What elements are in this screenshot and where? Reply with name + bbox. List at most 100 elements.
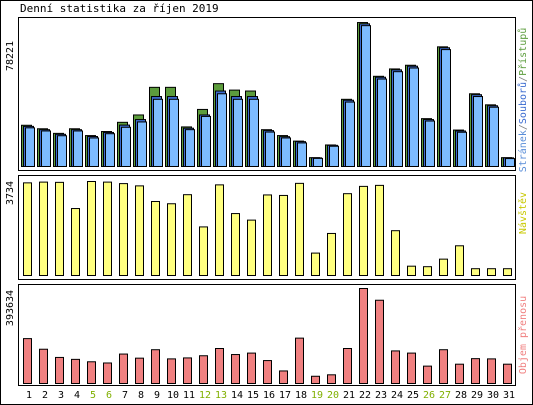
visits-bar-14 — [231, 213, 240, 277]
visits-bar-18 — [295, 182, 304, 276]
visits-bar-17 — [279, 194, 288, 276]
visits-bar-5 — [87, 181, 96, 276]
visits-bar-1 — [23, 182, 32, 277]
panel-frame-2 — [18, 175, 516, 280]
pages-bar — [25, 127, 35, 167]
pages-bar — [217, 93, 227, 167]
x-label-31: 31 — [503, 390, 515, 401]
visits-bar-23 — [375, 184, 384, 276]
visits-bar-30 — [487, 268, 496, 277]
pages-bar — [137, 121, 147, 167]
x-label-4: 4 — [74, 390, 80, 401]
access-day-4 — [69, 128, 83, 167]
access-day-5 — [85, 135, 99, 168]
pages-bar — [57, 135, 67, 167]
panel-frame-3 — [18, 284, 516, 386]
pages-bar — [169, 98, 179, 167]
access-day-20 — [325, 144, 339, 168]
volume-bar-18 — [295, 337, 304, 384]
x-label-3: 3 — [58, 390, 64, 401]
x-label-23: 23 — [375, 390, 387, 401]
y-max-label-visits: 3734 — [5, 181, 16, 205]
volume-bar-7 — [119, 353, 128, 384]
access-day-15 — [245, 90, 259, 167]
pages-bar — [489, 106, 499, 167]
access-day-3 — [53, 132, 67, 167]
visits-bar-29 — [471, 268, 480, 277]
visits-bar-10 — [167, 203, 176, 276]
volume-bar-27 — [439, 349, 448, 385]
pages-bar — [73, 130, 83, 167]
pages-bar — [361, 25, 371, 167]
legend-entry-access-3: / — [518, 76, 529, 82]
pages-bar — [233, 98, 243, 167]
panel-frame-1 — [18, 17, 516, 171]
x-label-19: 19 — [311, 390, 323, 401]
access-day-11 — [181, 126, 195, 168]
access-day-7 — [117, 121, 131, 167]
x-label-22: 22 — [359, 390, 371, 401]
x-label-6: 6 — [106, 390, 112, 401]
access-day-12 — [197, 108, 211, 168]
pages-bar — [153, 98, 163, 167]
volume-bar-14 — [231, 354, 240, 385]
x-label-29: 29 — [471, 390, 483, 401]
visits-bar-15 — [247, 219, 256, 277]
volume-bar-12 — [199, 355, 208, 384]
chart-title: Denní statistika za říjen 2019 — [20, 2, 219, 15]
legend-entry-access-4: Přístupů — [517, 28, 529, 76]
volume-bar-30 — [487, 358, 496, 384]
visits-bar-12 — [199, 226, 208, 276]
volume-bar-22 — [359, 288, 368, 384]
x-label-24: 24 — [391, 390, 403, 401]
pages-bar — [505, 158, 515, 168]
x-label-26: 26 — [423, 390, 435, 401]
visits-bar-3 — [55, 181, 64, 276]
volume-bar-5 — [87, 361, 96, 385]
visits-bar-26 — [423, 266, 432, 277]
pages-bar — [409, 67, 419, 167]
visits-bar-21 — [343, 193, 352, 276]
pages-bar — [425, 120, 435, 167]
pages-bar — [457, 131, 467, 168]
visits-bar-9 — [151, 200, 160, 277]
x-label-11: 11 — [183, 390, 195, 401]
volume-bar-16 — [263, 360, 272, 384]
legend-access: Stránek/Souborů/Přístupů — [517, 28, 529, 173]
volume-bar-31 — [503, 363, 512, 384]
x-label-13: 13 — [215, 390, 227, 401]
x-label-27: 27 — [439, 390, 451, 401]
x-label-16: 16 — [263, 390, 275, 401]
volume-bar-1 — [23, 338, 32, 385]
visits-bar-13 — [215, 184, 224, 276]
visits-bar-16 — [263, 194, 272, 277]
access-day-13 — [213, 83, 227, 167]
pages-bar — [105, 133, 115, 167]
visits-bar-24 — [391, 230, 400, 276]
x-label-9: 9 — [154, 390, 160, 401]
legend-volume: Objem přenosu — [517, 296, 529, 374]
volume-bar-3 — [55, 356, 64, 385]
volume-bar-21 — [343, 348, 352, 384]
access-day-14 — [229, 89, 243, 167]
y-max-label-volume: 393634 — [5, 290, 16, 326]
volume-bar-20 — [327, 374, 336, 385]
access-day-21 — [341, 98, 355, 167]
pages-bar — [249, 98, 259, 167]
x-label-15: 15 — [247, 390, 259, 401]
pages-bar — [441, 49, 451, 167]
x-label-12: 12 — [199, 390, 211, 401]
access-day-31 — [501, 157, 515, 168]
volume-bar-26 — [423, 365, 432, 384]
volume-bar-23 — [375, 299, 384, 384]
access-day-18 — [293, 140, 307, 168]
x-label-10: 10 — [167, 390, 179, 401]
pages-bar — [345, 101, 355, 167]
access-day-6 — [101, 131, 115, 168]
visits-bar-20 — [327, 232, 336, 276]
x-axis-labels: 1 2 3 4 5 6 7 8 9 10 11 12 13 14 15 16 17 18 19 20 21 22 23 24 2… — [26, 390, 515, 401]
x-label-21: 21 — [343, 390, 355, 401]
x-label-18: 18 — [295, 390, 307, 401]
